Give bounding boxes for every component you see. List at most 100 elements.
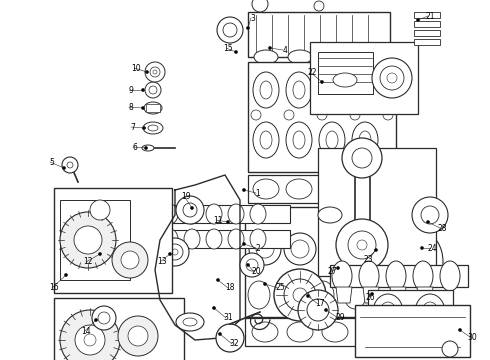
Text: 29: 29	[335, 314, 345, 323]
Circle shape	[352, 148, 372, 168]
Circle shape	[361, 240, 379, 258]
Ellipse shape	[248, 281, 270, 309]
Text: 11: 11	[213, 216, 223, 225]
Circle shape	[426, 220, 430, 224]
Circle shape	[60, 310, 120, 360]
Bar	[248, 175, 396, 203]
Circle shape	[243, 243, 245, 246]
Circle shape	[342, 138, 382, 178]
Ellipse shape	[260, 131, 272, 149]
Bar	[414, 21, 440, 27]
Circle shape	[217, 279, 220, 282]
Circle shape	[442, 341, 458, 357]
Text: 5: 5	[49, 158, 54, 166]
Ellipse shape	[286, 122, 312, 158]
Bar	[60, 200, 130, 280]
Ellipse shape	[422, 302, 438, 322]
Circle shape	[337, 266, 340, 270]
Circle shape	[62, 157, 78, 173]
Text: 10: 10	[131, 63, 141, 72]
Ellipse shape	[356, 50, 380, 64]
Circle shape	[264, 283, 267, 285]
Text: 23: 23	[363, 256, 373, 265]
Ellipse shape	[359, 131, 371, 149]
Ellipse shape	[228, 229, 244, 249]
Circle shape	[128, 326, 148, 346]
Bar	[368, 290, 453, 335]
Bar	[414, 39, 440, 45]
Ellipse shape	[223, 23, 237, 37]
Circle shape	[357, 240, 367, 250]
Circle shape	[191, 207, 194, 210]
Ellipse shape	[293, 81, 305, 99]
Text: 1: 1	[256, 189, 260, 198]
Ellipse shape	[415, 294, 445, 330]
Circle shape	[145, 62, 165, 82]
Circle shape	[172, 249, 178, 255]
Text: 18: 18	[225, 284, 235, 292]
Circle shape	[216, 324, 244, 352]
Text: 24: 24	[427, 243, 437, 252]
Circle shape	[149, 86, 157, 94]
Circle shape	[118, 316, 158, 356]
Circle shape	[350, 110, 360, 120]
Circle shape	[183, 203, 197, 217]
Circle shape	[97, 230, 133, 266]
Ellipse shape	[184, 204, 200, 224]
Ellipse shape	[286, 72, 312, 108]
Ellipse shape	[206, 204, 222, 224]
Circle shape	[145, 82, 161, 98]
Ellipse shape	[144, 102, 162, 114]
Text: 13: 13	[157, 257, 167, 266]
Ellipse shape	[228, 204, 244, 224]
Ellipse shape	[322, 50, 346, 64]
Circle shape	[291, 240, 309, 258]
Ellipse shape	[286, 179, 312, 199]
Ellipse shape	[280, 281, 302, 309]
Circle shape	[249, 233, 281, 265]
Ellipse shape	[312, 281, 334, 309]
Circle shape	[416, 18, 419, 22]
Ellipse shape	[148, 125, 158, 131]
Polygon shape	[390, 287, 406, 303]
Circle shape	[252, 0, 268, 12]
Text: 2: 2	[256, 243, 260, 252]
Circle shape	[336, 219, 388, 271]
Bar	[54, 298, 184, 360]
Ellipse shape	[352, 179, 378, 199]
Circle shape	[112, 242, 148, 278]
Ellipse shape	[319, 72, 345, 108]
Ellipse shape	[287, 322, 313, 342]
Bar	[310, 42, 418, 114]
Ellipse shape	[206, 229, 222, 249]
Ellipse shape	[319, 122, 345, 158]
Bar	[140, 230, 290, 248]
Circle shape	[84, 334, 96, 346]
Circle shape	[65, 274, 68, 276]
Ellipse shape	[254, 50, 278, 64]
Circle shape	[142, 107, 145, 109]
Circle shape	[380, 66, 404, 90]
Circle shape	[251, 110, 261, 120]
Ellipse shape	[318, 207, 342, 223]
Circle shape	[153, 70, 157, 74]
Circle shape	[317, 110, 327, 120]
Ellipse shape	[413, 261, 433, 291]
Ellipse shape	[250, 204, 266, 224]
Text: 28: 28	[437, 224, 447, 233]
Ellipse shape	[143, 122, 163, 134]
Circle shape	[146, 71, 148, 73]
Circle shape	[92, 306, 116, 330]
Circle shape	[98, 312, 110, 324]
Circle shape	[284, 110, 294, 120]
Circle shape	[219, 333, 221, 336]
Bar	[54, 188, 172, 293]
Polygon shape	[417, 287, 433, 303]
Circle shape	[298, 290, 338, 330]
Circle shape	[324, 309, 327, 311]
Bar	[318, 148, 436, 276]
Circle shape	[150, 67, 160, 77]
Bar	[248, 62, 396, 172]
Ellipse shape	[352, 72, 378, 108]
Circle shape	[459, 328, 462, 332]
